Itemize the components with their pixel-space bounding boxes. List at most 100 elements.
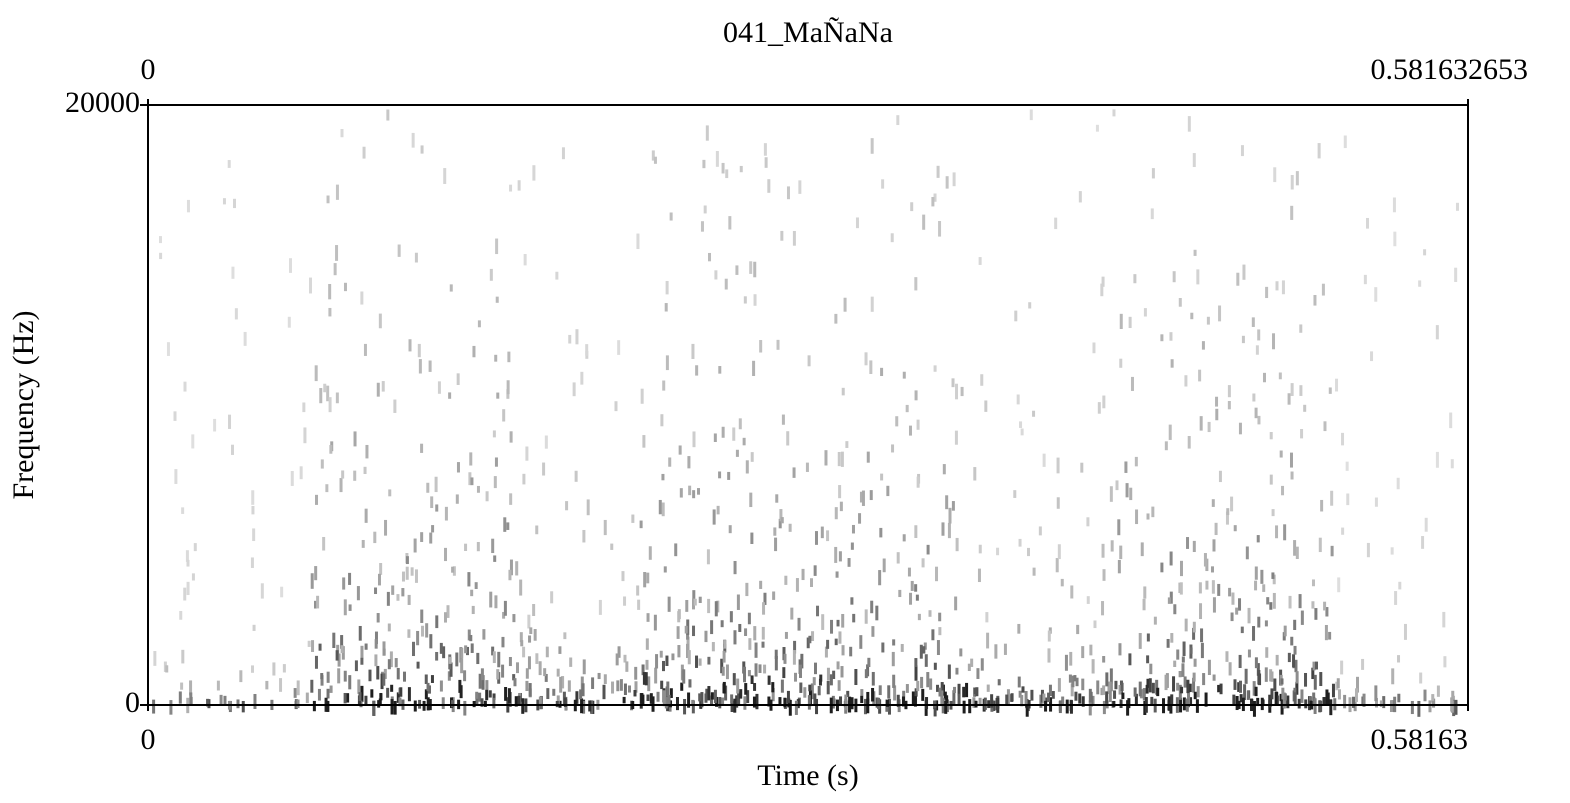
spectrogram-texture (251, 505, 255, 515)
spectrogram-texture (379, 562, 383, 575)
spectrogram-texture (896, 694, 900, 708)
spectrogram-texture (854, 669, 858, 686)
spectrogram-texture (667, 596, 671, 612)
spectrogram-texture (1164, 674, 1168, 691)
spectrogram-texture (305, 692, 309, 704)
spectrogram-texture (926, 544, 930, 555)
spectrogram-texture (1149, 663, 1153, 675)
spectrogram-texture (348, 572, 352, 585)
spectrogram-texture (362, 146, 366, 159)
spectrogram-texture (513, 678, 517, 687)
spectrogram-texture (426, 482, 430, 493)
spectrogram-texture (482, 629, 486, 640)
spectrogram-texture (1300, 610, 1304, 625)
spectrogram-texture (265, 680, 269, 690)
spectrogram-texture (722, 650, 726, 663)
spectrogram-texture (1081, 696, 1085, 707)
spectrogram-texture (815, 698, 819, 715)
spectrogram-texture (1254, 580, 1258, 591)
spectrogram-texture (280, 586, 284, 598)
spectrogram-texture (750, 532, 754, 544)
spectrogram-texture (1343, 135, 1347, 149)
spectrogram-texture (1203, 553, 1207, 567)
spectrogram-texture (314, 566, 318, 581)
spectrogram-texture (481, 675, 485, 690)
spectrogram-texture (774, 649, 778, 660)
spectrogram-texture (543, 668, 547, 677)
spectrogram-texture (455, 652, 459, 667)
spectrogram-texture (1055, 558, 1059, 573)
spectrogram-texture (314, 655, 318, 669)
spectrogram-texture (376, 382, 380, 397)
spectrogram-texture (1113, 690, 1117, 699)
spectrogram-texture (315, 494, 319, 505)
spectrogram-texture (951, 501, 955, 511)
spectrogram-texture (832, 670, 836, 679)
spectrogram-texture (287, 316, 291, 328)
spectrogram-texture (1290, 175, 1294, 190)
spectrogram-texture (781, 414, 785, 425)
spectrogram-texture (472, 345, 476, 358)
spectrogram-texture (477, 320, 481, 328)
spectrogram-texture (1186, 537, 1190, 549)
spectrogram-texture (326, 688, 330, 699)
spectrogram-texture (980, 658, 984, 671)
spectrogram-texture (574, 470, 578, 482)
spectrogram-texture (692, 590, 696, 604)
spectrogram-texture (1455, 202, 1459, 211)
spectrogram-texture (1196, 269, 1200, 285)
spectrogram-texture (1200, 628, 1204, 643)
spectrogram-texture (1091, 659, 1095, 674)
spectrogram-texture (1410, 700, 1414, 715)
spectrogram-texture (684, 625, 688, 634)
spectrogram-texture (483, 700, 487, 707)
spectrogram-texture (807, 695, 811, 710)
spectrogram-texture (710, 692, 714, 700)
spectrogram-texture (1020, 695, 1024, 707)
spectrogram-texture (916, 680, 920, 692)
spectrogram-texture (603, 674, 607, 685)
spectrogram-texture (1271, 509, 1275, 517)
spectrogram-texture (914, 584, 918, 592)
spectrogram-texture (687, 650, 691, 665)
spectrogram-texture (174, 469, 178, 484)
spectrogram-texture (644, 672, 648, 686)
spectrogram-texture (788, 523, 792, 532)
spectrogram-texture (1272, 574, 1276, 585)
spectrogram-texture (917, 613, 921, 621)
spectrogram-texture (653, 156, 657, 164)
spectrogram-texture (800, 653, 804, 669)
spectrogram-texture (1151, 682, 1155, 694)
spectrogram-texture (1247, 649, 1251, 658)
spectrogram-texture (1236, 272, 1240, 286)
spectrogram-texture (661, 473, 665, 481)
spectrogram-texture (374, 639, 378, 649)
spectrogram-texture (738, 418, 742, 430)
spectrogram-texture (528, 683, 532, 697)
spectrogram-texture (1379, 700, 1383, 708)
spectrogram-texture (662, 690, 666, 707)
spectrogram-texture (416, 630, 420, 646)
spectrogram-texture (1150, 208, 1154, 220)
spectrogram-texture (169, 700, 173, 715)
spectrogram-texture (1362, 693, 1366, 707)
spectrogram-texture (501, 636, 505, 648)
spectrogram-texture (1018, 538, 1022, 547)
spectrogram-texture (320, 673, 324, 680)
spectrogram-texture (1065, 699, 1069, 714)
spectrogram-texture (911, 691, 915, 706)
spectrogram-texture (1206, 316, 1210, 325)
spectrogram-texture (824, 450, 828, 466)
spectrogram-texture (185, 550, 189, 562)
spectrogram-texture (730, 700, 734, 713)
spectrogram-texture (1275, 654, 1279, 666)
spectrogram-texture (260, 583, 264, 599)
spectrogram-texture (1262, 584, 1266, 592)
spectrogram-texture (1095, 124, 1099, 132)
spectrogram-texture (533, 629, 537, 641)
spectrogram-texture (718, 366, 722, 374)
spectrogram-texture (771, 682, 775, 693)
spectrogram-texture (1260, 569, 1264, 584)
spectrogram-texture (1119, 358, 1123, 368)
spectrogram-texture (864, 609, 868, 624)
